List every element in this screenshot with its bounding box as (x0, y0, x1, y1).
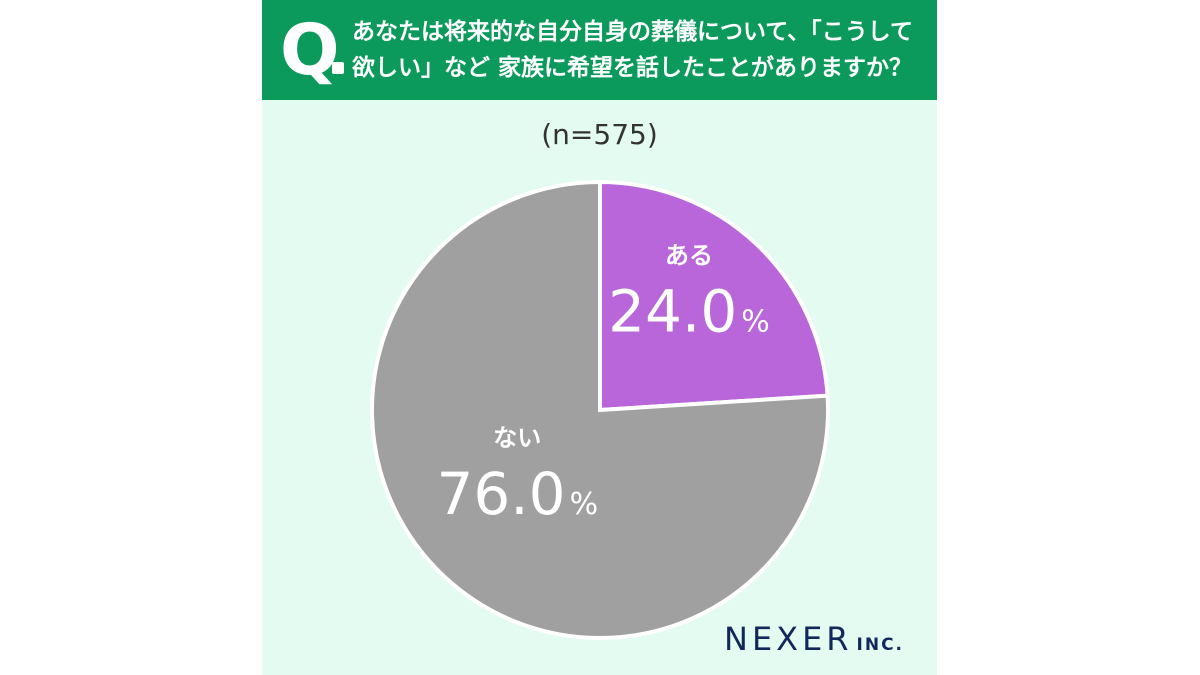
logo-suffix: INC. (856, 635, 905, 655)
q-dot (332, 62, 344, 74)
slice-value-1: 76.0% (436, 460, 598, 528)
logo-main: NEXER (724, 620, 853, 658)
nexer-logo: NEXER INC. (724, 620, 904, 658)
slice-label-0: ある (665, 241, 713, 269)
pie-slice-0 (598, 179, 830, 413)
sample-size-label: (n=575) (541, 118, 658, 151)
question-line-1: あなたは将来的な自分自身の葬儀について、「こうして (352, 19, 913, 45)
slice-value-0: 24.0% (608, 277, 770, 345)
q-mark: Q (280, 9, 340, 91)
survey-card: Q あなたは将来的な自分自身の葬儀について、「こうして 欲しい」など 家族に希望… (262, 0, 937, 675)
question-header: Q あなたは将来的な自分自身の葬儀について、「こうして 欲しい」など 家族に希望… (262, 0, 937, 100)
question-line-2: 欲しい」など 家族に希望を話したことがありますか？ (352, 55, 913, 81)
pie-slice-1 (370, 179, 830, 640)
pie-chart: ある 24.0 % ない 76.0% (370, 179, 830, 640)
slice-label-1: ない (493, 424, 541, 452)
question-text: あなたは将来的な自分自身の葬儀について、「こうして 欲しい」など 家族に希望を話… (352, 14, 927, 86)
